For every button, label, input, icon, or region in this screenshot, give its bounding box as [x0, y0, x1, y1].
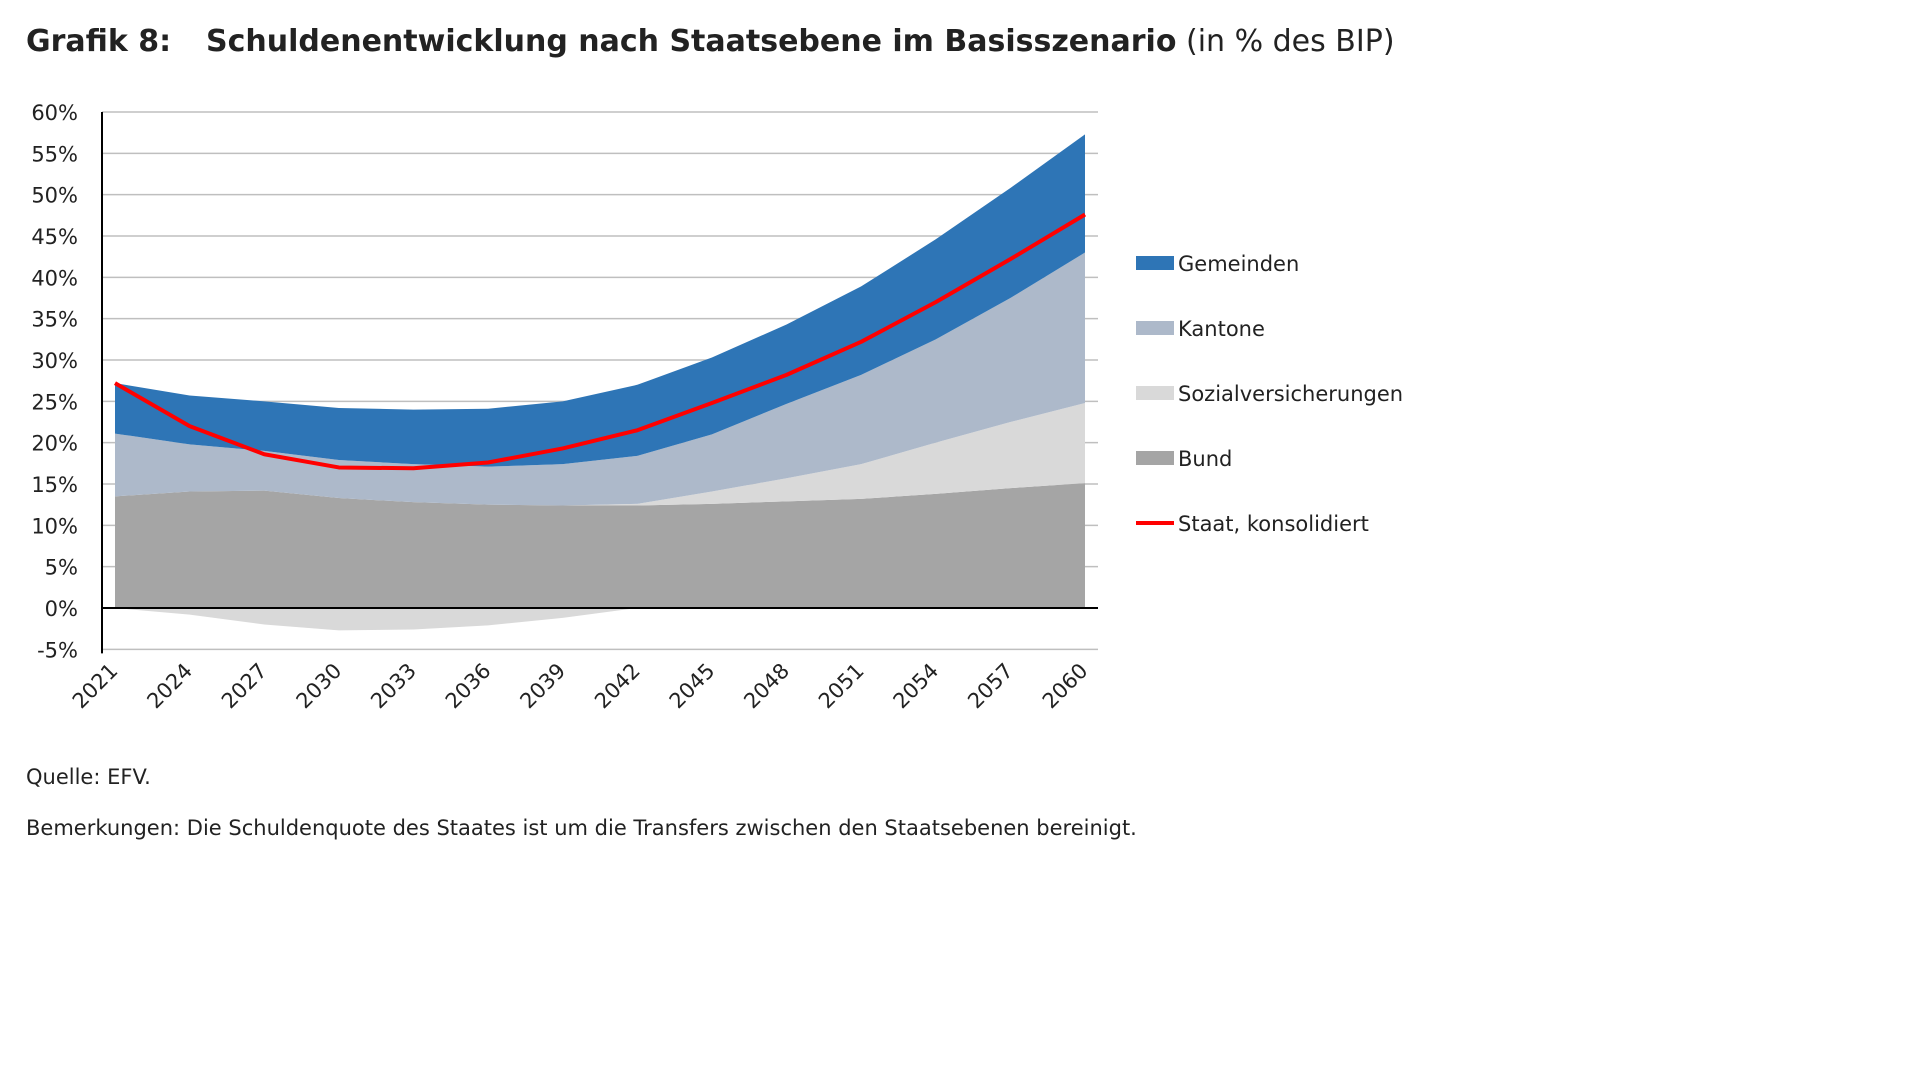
- x-tick-label: 2036: [441, 659, 496, 714]
- title-unit: (in % des BIP): [1186, 24, 1395, 59]
- y-tick-label: -5%: [37, 638, 78, 662]
- chart-title: Grafik 8: Schuldenentwicklung nach Staats…: [26, 24, 1395, 59]
- remarks-note: Bemerkungen: Die Schuldenquote des Staat…: [26, 816, 1137, 840]
- y-tick-label: 15%: [31, 473, 78, 497]
- legend-label: Bund: [1178, 447, 1232, 471]
- x-tick-label: 2060: [1038, 659, 1093, 714]
- source-note: Quelle: EFV.: [26, 765, 151, 789]
- x-tick-label: 2030: [292, 659, 347, 714]
- legend-label: Gemeinden: [1178, 252, 1299, 276]
- x-tick-label: 2039: [515, 659, 570, 714]
- x-tick-label: 2057: [963, 659, 1018, 714]
- legend-label: Sozialversicherungen: [1178, 382, 1403, 406]
- x-tick-label: 2054: [889, 659, 944, 714]
- legend-swatch: [1136, 256, 1174, 270]
- legend-label: Kantone: [1178, 317, 1265, 341]
- x-tick-label: 2033: [366, 659, 421, 714]
- x-tick-label: 2045: [665, 659, 720, 714]
- y-tick-label: 20%: [31, 432, 78, 456]
- y-tick-label: 55%: [31, 142, 78, 166]
- x-tick-label: 2024: [142, 659, 197, 714]
- stacked-area-chart: -5% 0% 5% 10% 15% 20% 25% 30% 35% 40% 45% 50% 55% 60%…: [31, 101, 1403, 714]
- area-bund: [115, 483, 1085, 608]
- x-tick-label: 2042: [590, 659, 645, 714]
- y-tick-label: 25%: [31, 390, 78, 414]
- legend-swatch: [1136, 386, 1174, 400]
- legend-swatch: [1136, 451, 1174, 465]
- y-tick-label: 45%: [31, 225, 78, 249]
- x-tick-label: 2027: [217, 659, 272, 714]
- x-tick-label: 2021: [68, 659, 123, 714]
- x-tick-label: 2048: [739, 659, 794, 714]
- line-staat-konsolidiert: [114, 212, 1087, 471]
- legend-swatch: [1136, 321, 1174, 335]
- y-tick-label: 30%: [31, 349, 78, 373]
- y-tick-label: 60%: [31, 101, 78, 125]
- x-tick-label: 2051: [814, 659, 869, 714]
- y-tick-label: 50%: [31, 184, 78, 208]
- figure-number: Grafik 8:: [26, 24, 172, 59]
- area-kantone: [115, 252, 1085, 506]
- y-tick-label: 5%: [45, 556, 78, 580]
- y-tick-label: 35%: [31, 308, 78, 332]
- legend-label: Staat, konsolidiert: [1178, 512, 1369, 536]
- area-sozialversicherungen: [115, 402, 1085, 506]
- title-main: Schuldenentwicklung nach Staatsebene im …: [206, 24, 1177, 59]
- y-tick-label: 0%: [45, 597, 78, 621]
- area-sozialversicherungen-negative: [115, 608, 1085, 631]
- y-tick-label: 10%: [31, 514, 78, 538]
- y-tick-label: 40%: [31, 266, 78, 290]
- legend-swatch-line: [1136, 521, 1174, 525]
